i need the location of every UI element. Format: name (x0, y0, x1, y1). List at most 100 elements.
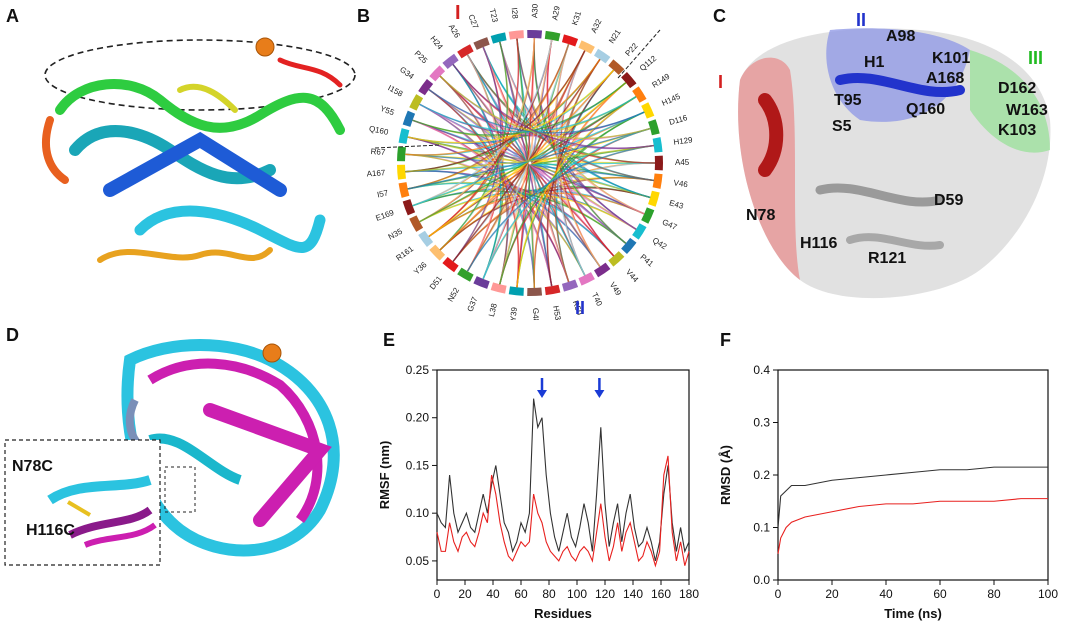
region-i-label: I (718, 72, 724, 92)
chord-label: H53 (551, 305, 563, 320)
chord-label: A45 (675, 158, 690, 167)
chord-segment (648, 190, 660, 207)
chord-segment (654, 155, 663, 171)
chord-label: A26 (447, 23, 462, 40)
chord-label: G48 (531, 308, 541, 320)
chord-segment (648, 119, 660, 136)
chord-label: G34 (398, 65, 416, 81)
chord-segment (544, 284, 561, 296)
chord-segment (473, 276, 490, 289)
y-tick-label: 0.1 (753, 521, 770, 535)
chord-label: E169 (375, 208, 396, 223)
chord-label: Y36 (412, 260, 429, 277)
x-tick-label: 0 (434, 587, 441, 601)
residue-n78: N78 (746, 207, 776, 224)
x-tick-label: 40 (486, 587, 500, 601)
residue-d59: D59 (934, 192, 964, 209)
residue-s5: S5 (832, 118, 852, 135)
chord-label: K31 (570, 10, 583, 27)
chord-label: D116 (668, 113, 689, 127)
chord-segment (527, 30, 543, 39)
chord-segment (409, 215, 424, 232)
chord-segment (652, 137, 663, 153)
panel-label-f: F (720, 330, 731, 350)
y-tick-label: 0.20 (406, 411, 430, 425)
chord-label: I158 (386, 83, 404, 99)
chord-segment (397, 164, 406, 180)
protein-overlay-d (4, 339, 340, 566)
chord-label: Q160 (368, 124, 390, 137)
chord-segment (402, 110, 416, 127)
residue-r121: R121 (868, 250, 907, 267)
chord-segment (418, 78, 434, 96)
chord-segment (508, 286, 524, 296)
chord-segment (621, 237, 637, 255)
chord-label: H129 (673, 135, 694, 147)
chord-segment (490, 282, 507, 294)
chord-label: R50 (571, 299, 584, 316)
chord-segment (398, 182, 410, 198)
residue-w163: W163 (1006, 102, 1048, 119)
chord-label: R161 (394, 244, 415, 263)
protein-surface-c (738, 28, 1051, 299)
x-tick-label: 100 (567, 587, 587, 601)
chord-segment (578, 40, 595, 54)
chord-segment (442, 53, 459, 69)
series-line-black (777, 466, 1048, 528)
chord-segment (508, 30, 524, 40)
chord-ribbon (466, 144, 654, 272)
chord-label: H145 (660, 92, 682, 108)
panel-e-chart: 0 20 40 60 80 100 120 140 160 180 0.05 0.10 0.15 0.20… (380, 330, 710, 625)
y-tick-label: 0.25 (406, 363, 430, 377)
y-tick-label: 0.05 (406, 554, 430, 568)
highlight-arrow-head (594, 390, 605, 398)
residue-a168: A168 (926, 70, 965, 87)
chord-label: V44 (624, 267, 641, 284)
chord-label: N52 (446, 286, 461, 304)
residue-t95: T95 (834, 92, 862, 109)
x-tick-label: 0 (775, 587, 782, 601)
x-axis-label: Residues (534, 606, 592, 621)
chord-segment (544, 30, 561, 42)
chord-segment (561, 34, 579, 47)
chord-label: Q112 (638, 53, 659, 72)
x-tick-label: 40 (879, 587, 893, 601)
region-iii-label: III (1028, 48, 1044, 68)
x-tick-label: 160 (651, 587, 671, 601)
chord-label: P22 (623, 41, 640, 58)
panel-label-d: D (6, 325, 19, 345)
protein-ribbon-a (42, 37, 356, 263)
chord-segment (594, 262, 611, 278)
residue-d162: D162 (998, 80, 1037, 97)
panel-label-e: E (383, 330, 396, 350)
series-line-red (436, 455, 690, 568)
chord-label: N21 (607, 27, 623, 45)
chord-segment (578, 272, 595, 286)
y-tick-label: 0.15 (406, 458, 430, 472)
chord-segment (457, 44, 474, 59)
series-line-red (777, 498, 1048, 554)
chord-ribbon (405, 144, 654, 173)
chord-segment (429, 244, 446, 261)
chord-segment (608, 59, 625, 75)
chord-label: R67 (370, 147, 386, 157)
chord-region-i-label: I (455, 2, 461, 24)
x-axis-label: Time (ns) (884, 606, 942, 621)
chord-label: I28 (510, 7, 520, 20)
chord-segment (621, 71, 637, 89)
chord-segment (608, 251, 625, 267)
x-tick-label: 20 (458, 587, 472, 601)
residue-h1: H1 (864, 54, 885, 71)
panel-label-c: C (713, 6, 726, 26)
chord-segment (490, 32, 507, 44)
highlight-arrow-head (537, 390, 547, 398)
y-tick-label: 0.3 (753, 416, 770, 430)
chord-divider (374, 144, 441, 149)
chord-label: T23 (488, 8, 500, 24)
x-tick-label: 20 (825, 587, 839, 601)
chord-label: T40 (590, 291, 604, 308)
chord-segment (594, 48, 611, 64)
x-tick-label: 180 (679, 587, 699, 601)
chord-segment (402, 199, 416, 216)
x-tick-label: 60 (933, 587, 947, 601)
